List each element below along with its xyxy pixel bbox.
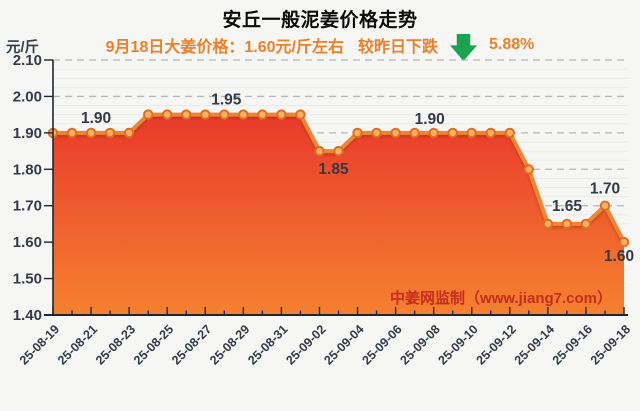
- down-arrow-icon: [449, 33, 477, 61]
- y-axis-ticks-labels: 2.10 2.00 1.90 1.80 1.70 1.60 1.50 1.40: [13, 52, 53, 324]
- x-tick-label: 25-08-25: [131, 322, 176, 367]
- x-tick-label: 25-09-12: [474, 322, 519, 367]
- y-tick-label: 1.50: [13, 271, 42, 288]
- y-tick-label: 2.00: [13, 88, 42, 105]
- point-value-label: 1.95: [211, 92, 242, 109]
- price-area-fill: [53, 114, 624, 315]
- x-tick-label: 25-08-23: [93, 322, 138, 367]
- trend-percent-text: 5.88%: [488, 36, 535, 53]
- point-value-label: 1.60: [604, 248, 634, 265]
- point-value-labels: 1.90 1.95 1.85 1.90 1.65 1.70 1.60: [81, 92, 634, 266]
- point-value-label: 1.65: [552, 198, 583, 215]
- x-tick-label: 25-09-02: [283, 322, 328, 367]
- x-tick-label: 25-09-06: [359, 322, 404, 367]
- x-tick-label: 25-09-04: [321, 322, 366, 367]
- x-tick-label: 25-09-14: [512, 322, 557, 367]
- x-axis-ticks: [52, 307, 625, 314]
- point-value-label: 1.70: [590, 181, 620, 198]
- y-tick-label: 1.40: [13, 307, 42, 324]
- x-tick-label: 25-08-19: [17, 322, 62, 367]
- x-tick-label: 25-08-21: [55, 322, 100, 367]
- point-value-label: 1.90: [415, 111, 445, 128]
- x-tick-label: 25-09-18: [588, 322, 633, 367]
- x-tick-label: 25-08-27: [169, 322, 214, 367]
- watermark-text: 中姜网监制（www.jiang7.com）: [390, 290, 612, 307]
- x-tick-label: 25-09-16: [550, 322, 595, 367]
- x-axis-labels: 25-08-1925-08-2125-08-2325-08-2525-08-27…: [17, 322, 633, 367]
- x-tick-label: 25-08-31: [245, 322, 290, 367]
- y-tick-label: 1.90: [13, 125, 42, 142]
- chart-title: 安丘一般泥姜价格走势: [222, 10, 418, 31]
- y-tick-label: 1.80: [13, 161, 42, 178]
- price-summary-text: 9月18日大姜价格：1.60元/斤左右: [105, 39, 344, 56]
- data-point-markers: [47, 109, 630, 248]
- x-tick-label: 25-09-08: [398, 322, 443, 367]
- trend-direction-text: 较昨日下跌: [357, 39, 438, 56]
- y-tick-label: 2.10: [13, 52, 42, 69]
- x-tick-label: 25-09-10: [436, 322, 481, 367]
- x-tick-label: 25-08-29: [207, 322, 252, 367]
- subtitle-row: 9月18日大姜价格：1.60元/斤左右 较昨日下跌 5.88%: [0, 31, 640, 61]
- y-axis-unit-label: 元/斤: [6, 40, 40, 56]
- y-tick-label: 1.70: [13, 198, 42, 215]
- point-value-label: 1.85: [318, 161, 349, 178]
- y-tick-label: 1.60: [13, 234, 42, 251]
- point-value-label: 1.90: [81, 110, 111, 127]
